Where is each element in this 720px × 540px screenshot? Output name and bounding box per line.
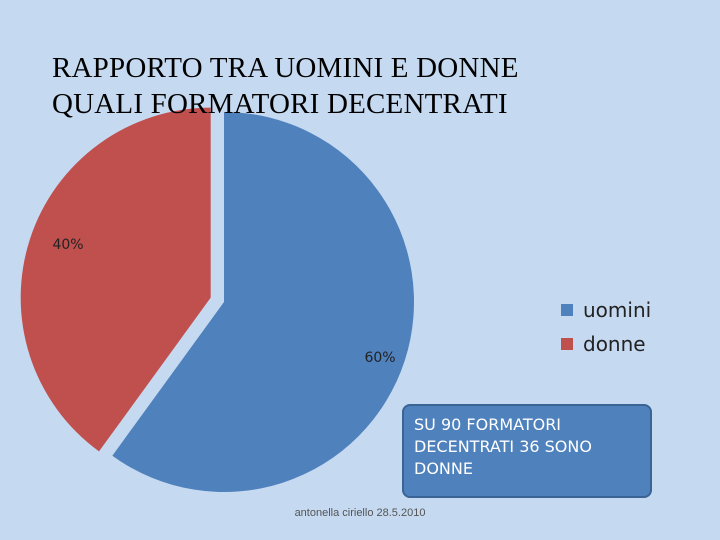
pie-slice-donne [20, 107, 211, 452]
pie-slice-uomini [112, 112, 415, 492]
legend-item-uomini: uomini [561, 293, 651, 327]
summary-note-box: SU 90 FORMATORI DECENTRATI 36 SONO DONNE [402, 404, 652, 498]
pie-label-donne: 40% [52, 237, 83, 253]
legend-label-uomini: uomini [583, 298, 652, 322]
chart-legend: uomini donne [561, 293, 651, 361]
pie-labels: 60% 40% [52, 237, 395, 366]
legend-label-donne: donne [583, 332, 646, 356]
page-title: RAPPORTO TRA UOMINI E DONNE QUALI FORMAT… [52, 50, 519, 122]
legend-swatch-uomini [561, 304, 573, 316]
pie-label-uomini: 60% [364, 350, 395, 366]
footer-credit: antonella ciriello 28.5.2010 [294, 507, 426, 519]
pie-slices [20, 107, 415, 492]
legend-swatch-donne [561, 338, 573, 350]
title-line-1: RAPPORTO TRA UOMINI E DONNE [52, 52, 519, 84]
legend-item-donne: donne [561, 327, 651, 361]
title-line-2: QUALI FORMATORI DECENTRATI [52, 88, 508, 120]
